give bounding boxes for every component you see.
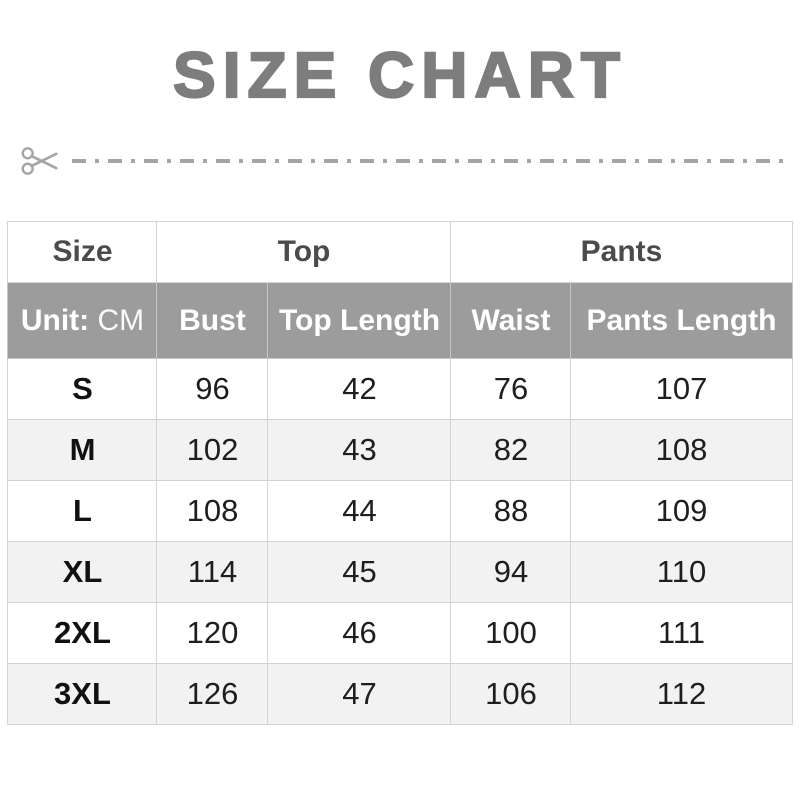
size-label: XL xyxy=(7,541,158,604)
section-header-pants: Pants xyxy=(450,221,793,284)
pants-length-value: 112 xyxy=(570,663,793,726)
column-header-waist: Waist xyxy=(450,282,572,360)
page-title: SIZE CHART xyxy=(172,39,627,111)
size-label: S xyxy=(7,358,158,421)
column-header-top-length: Top Length xyxy=(267,282,452,360)
size-label: M xyxy=(7,419,158,482)
dashed-cut-line xyxy=(72,159,790,164)
scissors-icon xyxy=(21,147,58,176)
bust-value: 120 xyxy=(156,602,269,665)
top-length-value: 46 xyxy=(267,602,452,665)
unit-label: Unit: xyxy=(20,303,90,337)
bust-value: 114 xyxy=(156,541,269,604)
size-label: 2XL xyxy=(7,602,158,665)
section-header-top: Top xyxy=(156,221,452,284)
pants-length-value: 107 xyxy=(570,358,793,421)
top-length-value: 43 xyxy=(267,419,452,482)
table-row-s: S 96 42 76 107 xyxy=(7,358,793,421)
waist-value: 100 xyxy=(450,602,572,665)
table-row-xl: XL 114 45 94 110 xyxy=(7,541,793,604)
pants-length-value: 109 xyxy=(570,480,793,543)
cut-divider xyxy=(20,141,790,181)
bust-value: 96 xyxy=(156,358,269,421)
waist-value: 94 xyxy=(450,541,572,604)
column-header-row: Unit: CM Bust Top Length Waist Pants Len… xyxy=(7,282,793,360)
bust-value: 126 xyxy=(156,663,269,726)
top-length-value: 44 xyxy=(267,480,452,543)
pants-length-value: 108 xyxy=(570,419,793,482)
table-row-l: L 108 44 88 109 xyxy=(7,480,793,543)
bust-value: 102 xyxy=(156,419,269,482)
table-row-3xl: 3XL 126 47 106 112 xyxy=(7,663,793,726)
section-header-row: Size Top Pants xyxy=(7,221,793,284)
size-label: 3XL xyxy=(7,663,158,726)
top-length-value: 47 xyxy=(267,663,452,726)
waist-value: 106 xyxy=(450,663,572,726)
pants-length-value: 110 xyxy=(570,541,793,604)
pants-length-value: 111 xyxy=(570,602,793,665)
waist-value: 76 xyxy=(450,358,572,421)
column-header-pants-length: Pants Length xyxy=(570,282,793,360)
column-header-bust: Bust xyxy=(156,282,269,360)
top-length-value: 45 xyxy=(267,541,452,604)
unit-cell: Unit: CM xyxy=(7,282,158,360)
size-chart-table: Size Top Pants Unit: CM Bust Top Length … xyxy=(7,221,793,726)
table-row-m: M 102 43 82 108 xyxy=(7,419,793,482)
waist-value: 82 xyxy=(450,419,572,482)
unit-value: CM xyxy=(97,303,145,337)
table-row-2xl: 2XL 120 46 100 111 xyxy=(7,602,793,665)
section-header-size: Size xyxy=(7,221,158,284)
bust-value: 108 xyxy=(156,480,269,543)
waist-value: 88 xyxy=(450,480,572,543)
top-length-value: 42 xyxy=(267,358,452,421)
size-label: L xyxy=(7,480,158,543)
